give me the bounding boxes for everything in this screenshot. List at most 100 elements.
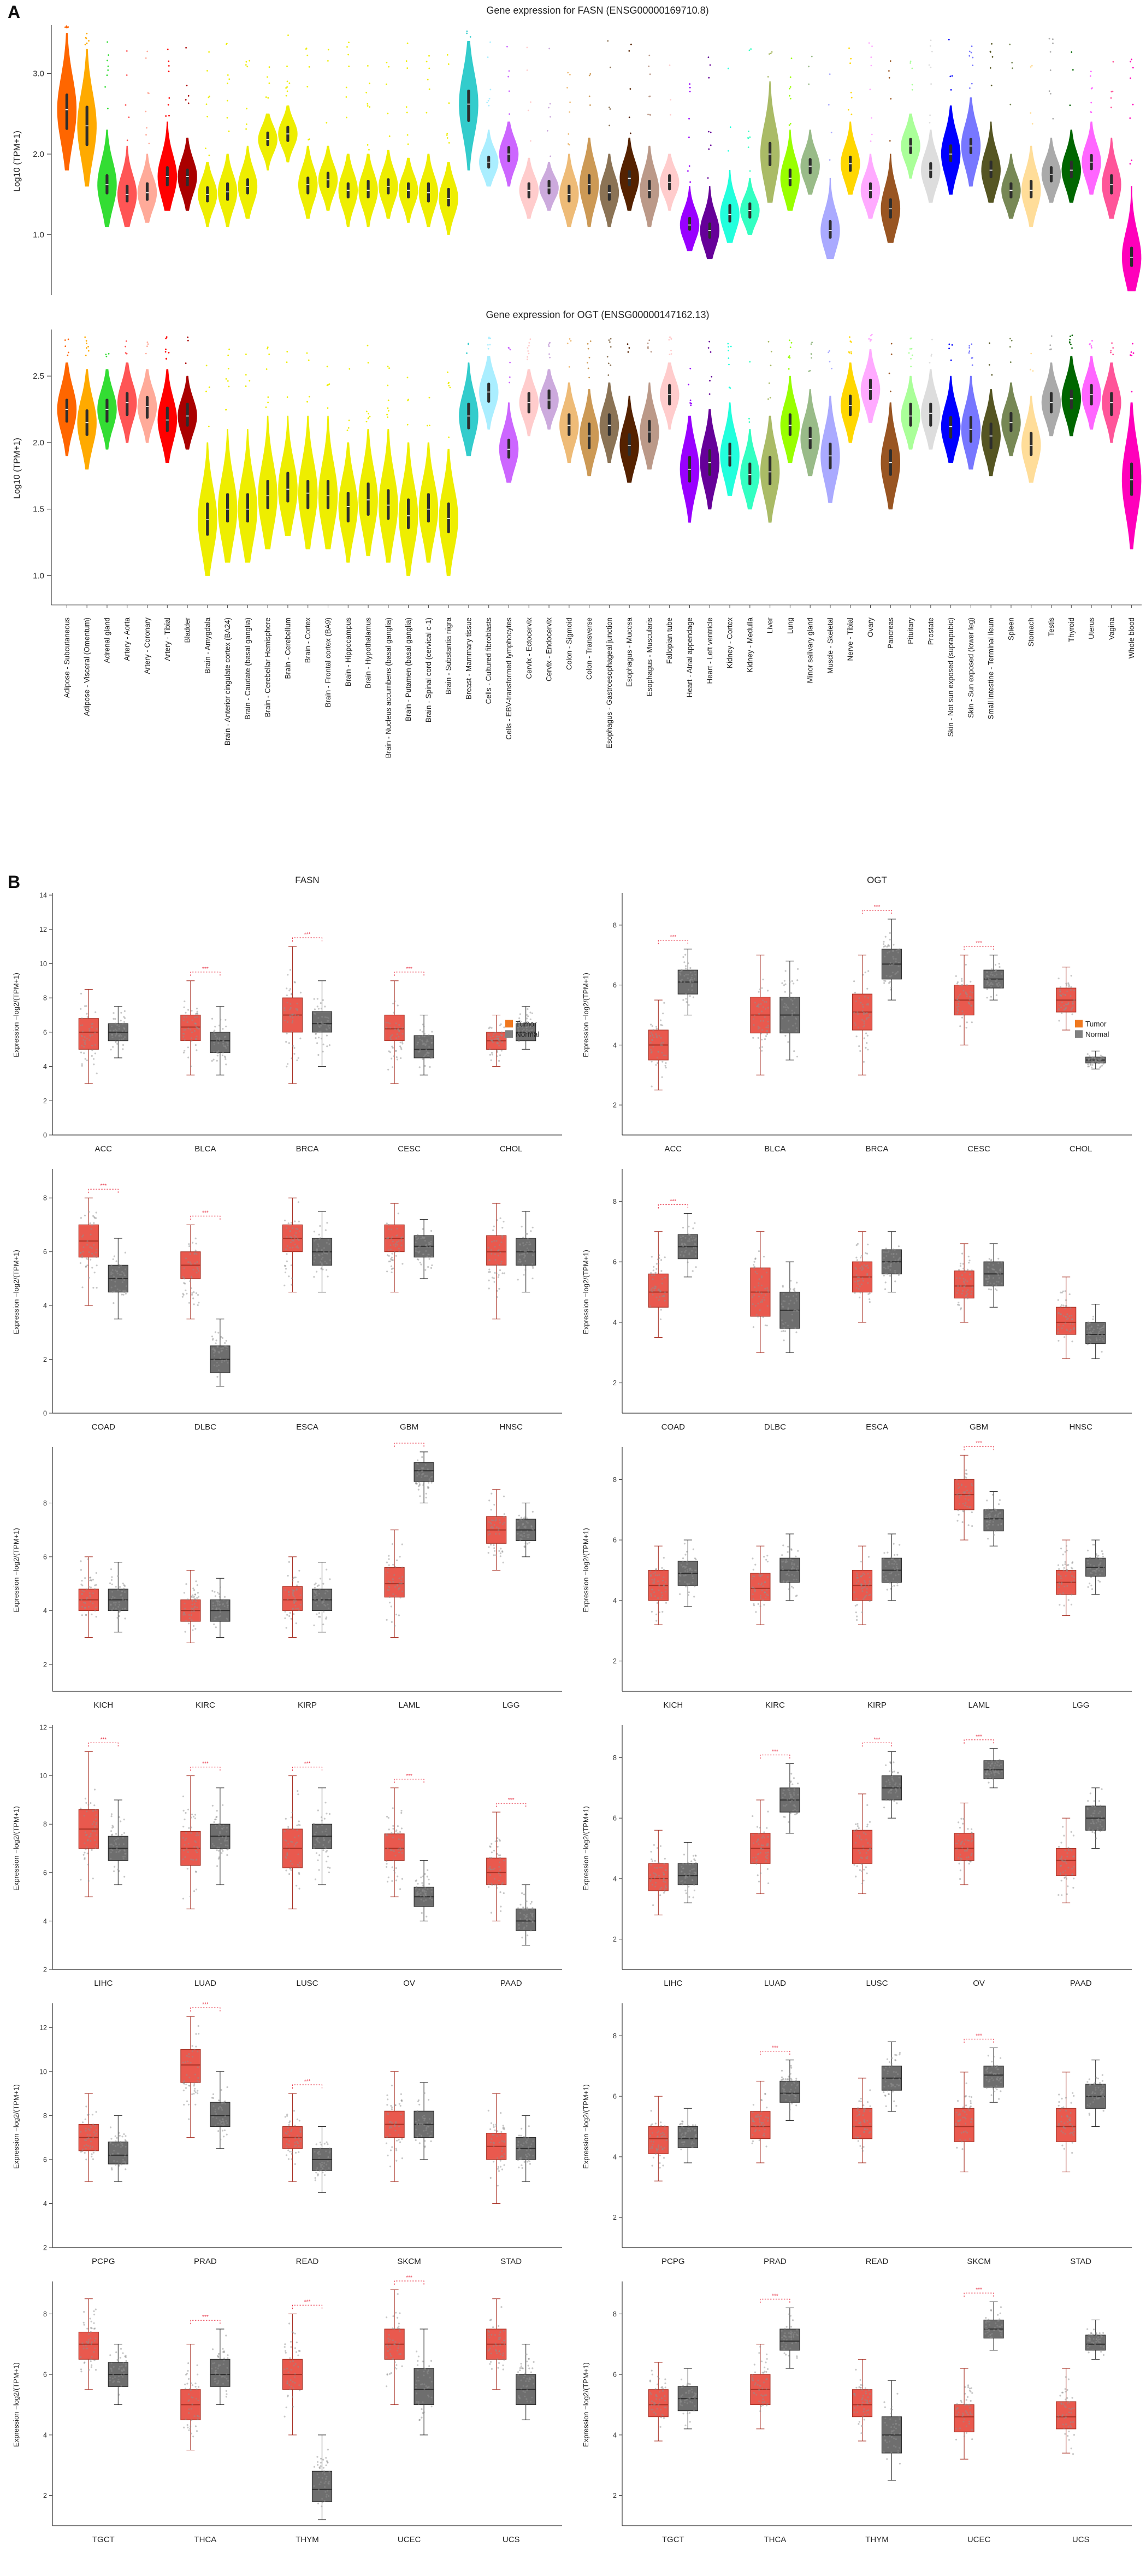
- svg-text:Heart - Atrial appendage: Heart - Atrial appendage: [686, 617, 694, 697]
- svg-text:2.0: 2.0: [33, 438, 44, 448]
- svg-text:6: 6: [43, 1028, 47, 1036]
- svg-text:Tumor: Tumor: [516, 1020, 537, 1028]
- svg-text:LGG: LGG: [503, 1701, 520, 1710]
- svg-text:Brain - Cortex: Brain - Cortex: [304, 617, 312, 663]
- svg-text:BRCA: BRCA: [296, 1144, 319, 1154]
- svg-text:Brain - Cerebellar Hemisphere: Brain - Cerebellar Hemisphere: [264, 617, 272, 717]
- svg-text:LIHC: LIHC: [664, 1979, 682, 1988]
- svg-text:2.5: 2.5: [33, 372, 44, 381]
- panel-b: B FASN 0 2 4 6 8 10 12 14 Expression −log2/(TPM+1…: [0, 870, 1146, 2551]
- svg-text:3.0: 3.0: [33, 69, 44, 78]
- svg-text:6: 6: [613, 1537, 617, 1544]
- svg-text:Thyroid: Thyroid: [1067, 617, 1076, 642]
- svg-text:Ovary: Ovary: [866, 617, 875, 637]
- svg-text:2: 2: [613, 1657, 617, 1665]
- svg-text:Adipose - Visceral (Omentum): Adipose - Visceral (Omentum): [83, 617, 91, 716]
- svg-text:***: ***: [100, 1183, 107, 1189]
- svg-text:Prostate: Prostate: [926, 617, 935, 645]
- svg-text:COAD: COAD: [661, 1422, 686, 1432]
- legend-normal-swatch: [505, 1030, 513, 1038]
- svg-text:Expression −log2/(TPM+1): Expression −log2/(TPM+1): [582, 1806, 590, 1891]
- boxplot-fasn-row-2: 0 2 4 6 8 Expression −log2/(TPM+1) COAD *** DLBC…: [12, 1169, 562, 1432]
- svg-text:KICH: KICH: [663, 1701, 683, 1710]
- svg-text:Brain - Caudate (basal ganglia: Brain - Caudate (basal ganglia): [244, 617, 252, 720]
- svg-text:Kidney - Cortex: Kidney - Cortex: [726, 617, 734, 668]
- svg-text:COAD: COAD: [92, 1422, 116, 1432]
- svg-text:OV: OV: [403, 1979, 415, 1988]
- svg-text:4: 4: [43, 1063, 47, 1071]
- panel-b-row-3: 2 4 6 8 Expression −log2/(TPM+1) KICH KIRC KIRP…: [0, 1440, 1146, 1716]
- svg-text:6: 6: [613, 981, 617, 989]
- svg-text:Tumor: Tumor: [1085, 1020, 1107, 1028]
- svg-text:BRCA: BRCA: [866, 1144, 889, 1154]
- panel-b-row-5: 2 4 6 8 10 12 Expression −log2/(TPM+1) PCPG PRAD…: [0, 1997, 1146, 2273]
- svg-text:DLBC: DLBC: [194, 1422, 216, 1432]
- fasn-y-axis-label: Log10 (TPM+1): [13, 130, 22, 192]
- panel-a: A Gene expression for FASN (ENSG00000169…: [0, 0, 1146, 860]
- svg-text:HNSC: HNSC: [1069, 1422, 1092, 1432]
- svg-text:GBM: GBM: [400, 1422, 418, 1432]
- svg-text:Brain - Hypothalamus: Brain - Hypothalamus: [364, 617, 373, 689]
- svg-text:Brain - Frontal cortex (BA9): Brain - Frontal cortex (BA9): [324, 617, 332, 707]
- svg-text:Cervix - Ectocervix: Cervix - Ectocervix: [525, 617, 533, 679]
- svg-text:Expression −log2/(TPM+1): Expression −log2/(TPM+1): [582, 973, 590, 1057]
- svg-text:Esophagus - Mucosa: Esophagus - Mucosa: [625, 617, 634, 687]
- svg-text:Cervix - Endocervix: Cervix - Endocervix: [545, 617, 553, 681]
- svg-text:FASN: FASN: [295, 875, 319, 885]
- svg-text:Spleen: Spleen: [1007, 617, 1015, 640]
- svg-text:6: 6: [43, 1553, 47, 1561]
- ogt-violin-chart: Log10 (TPM+1) 1.0 1.5 2.0 2.5: [0, 322, 1146, 614]
- svg-text:***: ***: [202, 1210, 209, 1216]
- svg-text:Skin - Sun exposed (lower leg): Skin - Sun exposed (lower leg): [967, 617, 975, 718]
- svg-text:8: 8: [613, 921, 617, 929]
- svg-text:8: 8: [613, 1476, 617, 1484]
- svg-text:CESC: CESC: [398, 1144, 421, 1154]
- svg-text:Skin - Not sun exposed (suprap: Skin - Not sun exposed (suprapubic): [947, 617, 955, 737]
- boxplot-ogt-row-1: OGT 2 4 6 8 Expression −log2/(TPM+1) ACC *** BLC…: [582, 875, 1132, 1154]
- svg-text:Pituitary: Pituitary: [907, 617, 915, 644]
- svg-text:Brain - Substantia nigra: Brain - Substantia nigra: [445, 617, 453, 695]
- svg-text:BLCA: BLCA: [194, 1144, 216, 1154]
- svg-text:0: 0: [43, 1132, 47, 1139]
- svg-text:1.0: 1.0: [33, 571, 44, 580]
- svg-text:Expression −log2/(TPM+1): Expression −log2/(TPM+1): [12, 1806, 20, 1891]
- svg-text:Artery - Tibial: Artery - Tibial: [163, 617, 172, 661]
- ogt-violin-title: Gene expression for OGT (ENSG00000147162…: [486, 309, 710, 320]
- svg-text:CESC: CESC: [967, 1144, 990, 1154]
- legend-normal-swatch: [1075, 1030, 1083, 1038]
- svg-text:ACC: ACC: [94, 1144, 112, 1154]
- svg-text:LUSC: LUSC: [296, 1979, 318, 1988]
- boxplot-fasn-row-3: 2 4 6 8 Expression −log2/(TPM+1) KICH KIRC KIRP…: [12, 1440, 562, 1710]
- tissue-labels-svg: Adipose - Subcutaneous Adipose - Visceral…: [63, 617, 1136, 758]
- svg-text:***: ***: [508, 1797, 515, 1803]
- svg-text:***: ***: [202, 966, 209, 972]
- svg-text:Brain - Cerebellum: Brain - Cerebellum: [283, 617, 292, 679]
- boxplot-ogt-row-2: 2 4 6 8 Expression −log2/(TPM+1) COAD *** DLBC E…: [582, 1169, 1132, 1432]
- svg-text:2: 2: [43, 1356, 47, 1363]
- svg-text:14: 14: [39, 892, 47, 899]
- fasn-violin-title: Gene expression for FASN (ENSG0000016971…: [486, 5, 709, 16]
- svg-text:KIRC: KIRC: [765, 1701, 785, 1710]
- svg-text:Adrenal gland: Adrenal gland: [103, 617, 111, 663]
- svg-text:***: ***: [406, 1773, 412, 1779]
- ogt-violin-plot-area: 1.0 1.5 2.0 2.5: [0, 322, 1146, 614]
- svg-text:LUAD: LUAD: [194, 1979, 216, 1988]
- svg-text:Brain - Hippocampus: Brain - Hippocampus: [344, 617, 352, 686]
- svg-text:Pancreas: Pancreas: [887, 617, 895, 649]
- svg-text:2: 2: [613, 1102, 617, 1109]
- svg-text:8: 8: [43, 1499, 47, 1507]
- svg-text:ACC: ACC: [664, 1144, 682, 1154]
- legend-tumor-swatch: [505, 1020, 513, 1028]
- svg-text:6: 6: [43, 1248, 47, 1256]
- svg-text:***: ***: [874, 904, 881, 910]
- svg-text:Liver: Liver: [766, 617, 774, 634]
- svg-text:2.0: 2.0: [33, 150, 44, 159]
- violin-fasn-svg: 1.0 2.0 3.0: [33, 25, 1142, 295]
- boxplot-fasn-row-4: 2 4 6 8 10 12 Expression −log2/(TPM+1) LIHC *** L…: [12, 1724, 562, 1988]
- svg-text:8: 8: [43, 1195, 47, 1202]
- svg-text:PAAD: PAAD: [500, 1979, 522, 1988]
- svg-text:Colon - Transverse: Colon - Transverse: [585, 617, 593, 680]
